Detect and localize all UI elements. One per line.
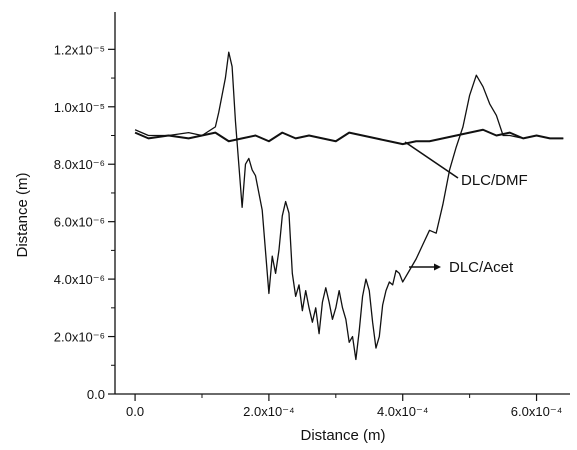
annotation-layer: DLC/DMF DLC/Acet [404, 141, 528, 276]
annotation-arrowhead-acet [434, 263, 441, 271]
y-tick-label: 2.0x10⁻⁶ [54, 330, 105, 345]
y-axis-title: Distance (m) [14, 172, 31, 257]
y-tick-label: 0.0 [87, 387, 105, 402]
x-tick-label: 2.0x10⁻⁴ [243, 404, 294, 419]
x-axis-title: Distance (m) [300, 427, 385, 444]
x-tick-label: 4.0x10⁻⁴ [377, 404, 428, 419]
annotation-label-dmf: DLC/DMF [461, 172, 528, 189]
y-tick-label: 1.2x10⁻⁵ [54, 42, 105, 57]
y-tick-label: 4.0x10⁻⁶ [54, 272, 105, 287]
x-tick-label: 6.0x10⁻⁴ [511, 404, 562, 419]
y-tick-label: 6.0x10⁻⁶ [54, 215, 105, 230]
annotation-arrow-dmf [404, 141, 459, 179]
annotation-label-acet: DLC/Acet [449, 259, 514, 276]
axes: 0.0 2.0x10⁻⁴ 4.0x10⁻⁴ 6.0x10⁻⁴ 0.0 2.0x10⁻⁶ 4.… [54, 12, 570, 419]
x-tick-label: 0.0 [126, 404, 144, 419]
series-line-dlc-acet [134, 51, 564, 361]
series-line-dlc-dmf [134, 128, 564, 146]
series-layer [134, 51, 564, 361]
y-tick-label: 1.0x10⁻⁵ [54, 100, 105, 115]
y-tick-label: 8.0x10⁻⁶ [54, 157, 105, 172]
